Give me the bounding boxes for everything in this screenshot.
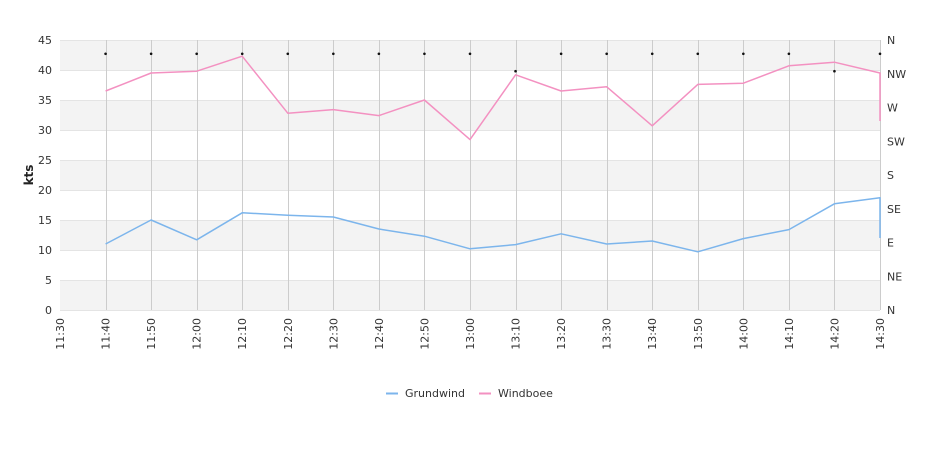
y-tick-label: 40 bbox=[38, 64, 52, 77]
x-axis-ticks: 11:30 11:40 11:50 12:00 12:10 12:20 12:30 12:40… bbox=[54, 318, 887, 350]
y2-axis-ticks: N NE E SE S SW W NW N bbox=[887, 34, 906, 317]
x-tick-label: 13:10 bbox=[510, 318, 523, 350]
x-tick-label: 11:40 bbox=[100, 318, 113, 350]
series-line-grundwind[interactable] bbox=[105, 197, 881, 253]
legend-item-grundwind[interactable]: Grundwind bbox=[386, 387, 465, 400]
y-tick-label: 10 bbox=[38, 244, 52, 257]
y2-tick-label: SE bbox=[887, 203, 901, 216]
x-tick-label: 12:30 bbox=[327, 318, 340, 350]
x-tick-label: 14:30 bbox=[874, 318, 887, 350]
direction-marker bbox=[559, 52, 563, 56]
x-tick-label: 12:10 bbox=[236, 318, 249, 350]
legend-item-windboee[interactable]: Windboee bbox=[479, 387, 553, 400]
direction-marker bbox=[605, 52, 608, 56]
direction-marker bbox=[787, 52, 791, 56]
y-tick-label: 30 bbox=[38, 124, 52, 137]
y2-tick-label: S bbox=[887, 169, 894, 182]
x-tick-label: 12:40 bbox=[373, 318, 386, 350]
direction-marker bbox=[195, 52, 198, 56]
series-line-windboee[interactable] bbox=[105, 55, 881, 141]
x-tick-label: 12:50 bbox=[418, 318, 431, 350]
y2-tick-label: E bbox=[887, 237, 894, 250]
x-tick-label: 12:00 bbox=[191, 318, 204, 350]
x-tick-label: 14:10 bbox=[783, 318, 796, 350]
y-tick-label: 0 bbox=[45, 304, 52, 317]
legend-label-windboee: Windboee bbox=[498, 387, 553, 400]
legend-label-grundwind: Grundwind bbox=[405, 387, 465, 400]
vertical-gridlines bbox=[106, 40, 881, 310]
direction-marker bbox=[149, 52, 153, 56]
direction-marker bbox=[878, 52, 882, 56]
x-tick-label: 14:20 bbox=[828, 318, 841, 350]
y-tick-label: 5 bbox=[45, 274, 52, 287]
direction-marker bbox=[650, 52, 654, 56]
x-tick-label: 13:30 bbox=[601, 318, 614, 350]
y2-tick-label: N bbox=[887, 34, 895, 47]
direction-marker bbox=[240, 52, 244, 56]
direction-marker bbox=[104, 52, 107, 56]
direction-marker bbox=[514, 69, 517, 73]
y-tick-label: 25 bbox=[38, 154, 52, 167]
x-tick-label: 14:00 bbox=[737, 318, 750, 350]
x-tick-label: 11:30 bbox=[54, 318, 67, 350]
direction-markers bbox=[104, 52, 882, 73]
y2-tick-label: N bbox=[887, 304, 895, 317]
direction-marker bbox=[468, 52, 472, 56]
x-tick-label: 11:50 bbox=[145, 318, 158, 350]
x-tick-label: 13:20 bbox=[555, 318, 568, 350]
y2-tick-label: NE bbox=[887, 270, 902, 283]
direction-marker bbox=[696, 52, 700, 56]
y-tick-label: 45 bbox=[38, 34, 52, 47]
y-tick-label: 20 bbox=[38, 184, 52, 197]
x-tick-label: 12:20 bbox=[282, 318, 295, 350]
y2-tick-label: W bbox=[887, 102, 898, 115]
series-lines bbox=[105, 55, 881, 253]
y-axis-ticks: 0 5 10 15 20 25 30 35 40 45 bbox=[38, 34, 52, 317]
direction-marker bbox=[742, 52, 745, 56]
y-tick-label: 35 bbox=[38, 94, 52, 107]
x-tick-label: 13:50 bbox=[692, 318, 705, 350]
x-tick-label: 13:00 bbox=[464, 318, 477, 350]
y-tick-label: 15 bbox=[38, 214, 52, 227]
y2-tick-label: SW bbox=[887, 135, 905, 148]
y2-tick-label: NW bbox=[887, 68, 906, 81]
legend[interactable]: Grundwind Windboee bbox=[386, 387, 553, 400]
direction-marker bbox=[377, 52, 381, 56]
direction-marker bbox=[423, 52, 426, 56]
direction-marker bbox=[332, 52, 335, 56]
direction-marker bbox=[833, 69, 836, 73]
direction-marker bbox=[286, 52, 290, 56]
x-tick-label: 13:40 bbox=[646, 318, 659, 350]
y-axis-title: kts bbox=[22, 165, 36, 186]
